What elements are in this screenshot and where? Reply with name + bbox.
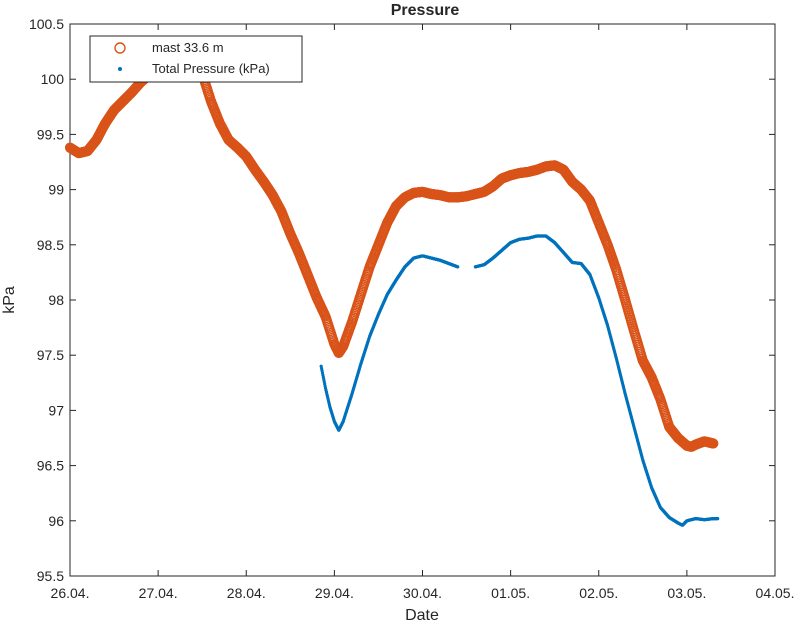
chart-title: Pressure [391,2,460,19]
x-tick-label: 02.05. [579,585,618,601]
y-tick-label: 99.5 [37,126,64,142]
axis-ticks: 26.04. 27.04. 28.04. 29.04. 30.04. 01.05. 02.0… [29,16,795,601]
plot-area [69,23,776,577]
mast-point [708,438,719,449]
x-tick-label: 01.05. [491,585,530,601]
y-axis-label: kPa [1,286,18,314]
legend: mast 33.6 m Total Pressure (kPa) [89,35,303,83]
y-tick-label: 100.5 [29,16,64,32]
y-tick-label: 98 [48,292,64,308]
y-tick-label: 97 [48,402,64,418]
x-tick-label: 28.04. [227,585,266,601]
x-tick-label: 30.04. [403,585,442,601]
y-tick-label: 100 [41,71,65,87]
y-tick-label: 96.5 [37,458,64,474]
x-tick-label: 26.04. [51,585,90,601]
x-tick-label: 03.05. [667,585,706,601]
y-tick-label: 95.5 [37,568,64,584]
y-tick-label: 97.5 [37,347,64,363]
total-pressure-point [456,265,460,269]
legend-label-total: Total Pressure (kPa) [152,61,270,76]
y-tick-label: 96 [48,513,64,529]
legend-label-mast: mast 33.6 m [152,40,224,55]
x-tick-label: 29.04. [315,585,354,601]
legend-marker-mast [114,42,126,54]
legend-box [89,35,303,83]
y-tick-label: 98.5 [37,237,64,253]
legend-marker-total [118,67,122,71]
x-tick-label: 04.05. [756,585,795,601]
total-pressure-point [716,516,720,521]
series-total-pressure [319,234,720,527]
y-tick-label: 99 [48,182,64,198]
x-tick-label: 27.04. [139,585,178,601]
x-axis-label: Date [405,607,439,624]
